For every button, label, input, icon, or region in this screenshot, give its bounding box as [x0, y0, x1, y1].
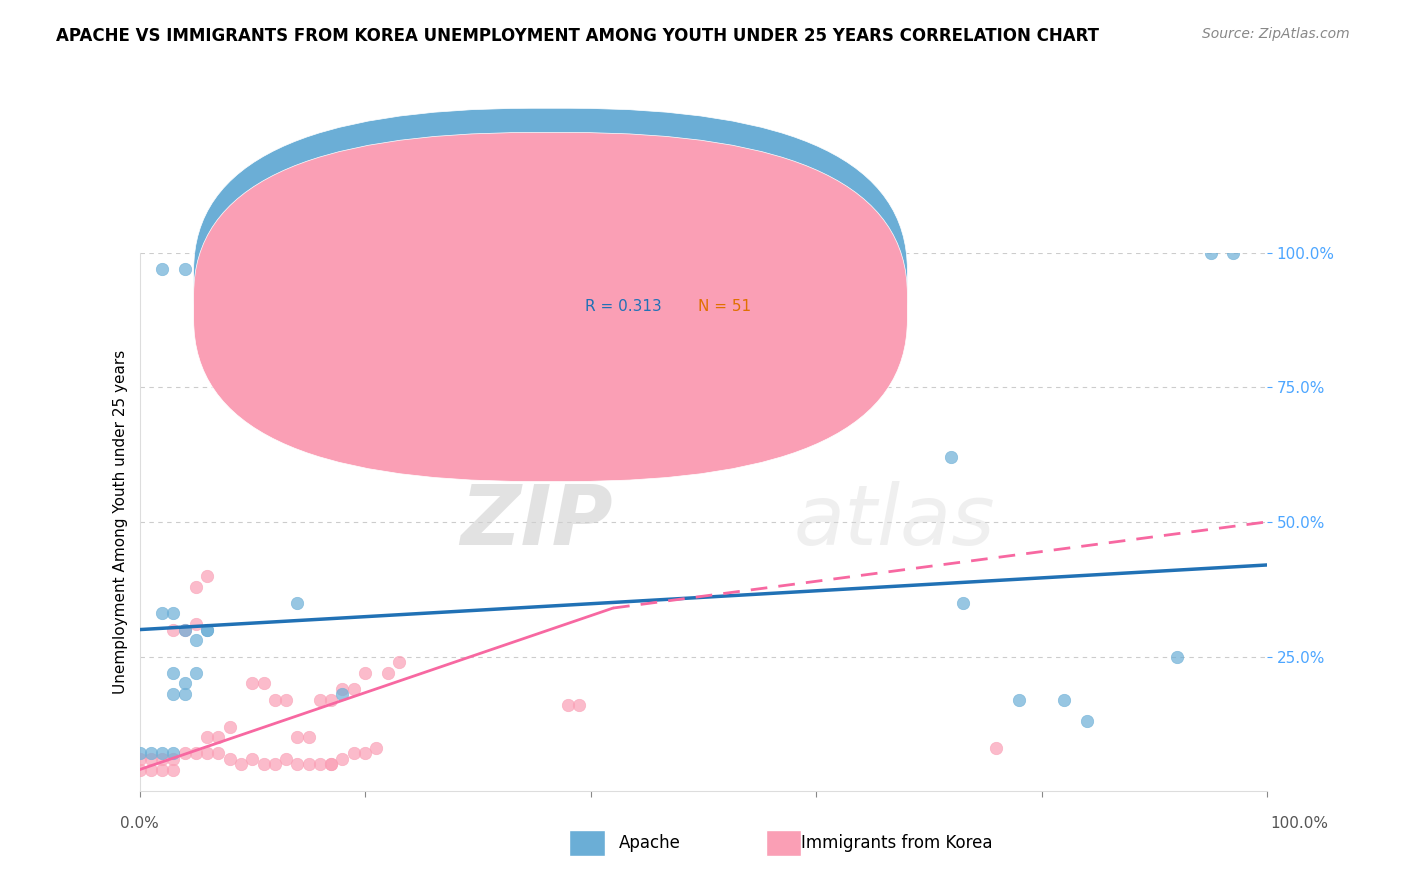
Point [240, 752, 263, 766]
Text: R = 0.313: R = 0.313 [585, 300, 662, 315]
Point [343, 747, 366, 761]
Point [218, 752, 240, 766]
Point [150, 607, 173, 621]
Point [195, 568, 218, 582]
Point [388, 655, 411, 669]
Text: Source: ZipAtlas.com: Source: ZipAtlas.com [1202, 27, 1350, 41]
Point [287, 596, 309, 610]
Point [184, 747, 207, 761]
Point [195, 731, 218, 745]
Point [287, 731, 309, 745]
Point [252, 676, 274, 690]
Point [263, 692, 285, 706]
Point [162, 687, 184, 701]
Point [274, 692, 297, 706]
Point [240, 676, 263, 690]
Point [139, 752, 162, 766]
Point [162, 763, 184, 777]
Point [1053, 692, 1076, 706]
Text: 0.0%: 0.0% [120, 816, 159, 831]
Text: Immigrants from Korea: Immigrants from Korea [801, 834, 993, 852]
Point [332, 681, 354, 696]
Point [568, 698, 591, 712]
Point [150, 752, 173, 766]
Point [298, 731, 321, 745]
Point [332, 687, 354, 701]
Point [332, 752, 354, 766]
Point [1008, 692, 1031, 706]
Point [1076, 714, 1098, 728]
Point [986, 741, 1008, 756]
Point [274, 752, 297, 766]
Point [309, 757, 332, 772]
Point [173, 747, 195, 761]
Point [309, 692, 332, 706]
Y-axis label: Unemployment Among Youth under 25 years: Unemployment Among Youth under 25 years [114, 350, 128, 694]
Point [128, 752, 150, 766]
Point [366, 741, 388, 756]
Point [354, 665, 377, 680]
Point [207, 731, 229, 745]
Point [195, 623, 218, 637]
Point [184, 617, 207, 632]
Point [162, 623, 184, 637]
Point [207, 747, 229, 761]
Point [218, 720, 240, 734]
Point [162, 752, 184, 766]
Text: ZIP: ZIP [460, 482, 613, 562]
Point [941, 450, 963, 465]
Point [173, 687, 195, 701]
Point [173, 623, 195, 637]
Point [128, 747, 150, 761]
Point [321, 757, 343, 772]
Point [252, 757, 274, 772]
Point [298, 757, 321, 772]
Text: 100.0%: 100.0% [1271, 816, 1329, 831]
Point [184, 580, 207, 594]
Point [263, 757, 285, 772]
Point [162, 747, 184, 761]
Text: atlas: atlas [793, 482, 995, 562]
Point [195, 623, 218, 637]
Point [377, 665, 399, 680]
Point [173, 676, 195, 690]
Point [1199, 245, 1222, 260]
Point [343, 681, 366, 696]
Point [557, 698, 579, 712]
Text: N = 51: N = 51 [697, 300, 751, 315]
Point [162, 607, 184, 621]
FancyBboxPatch shape [194, 108, 907, 458]
Text: N = 31: N = 31 [697, 275, 751, 290]
Point [173, 261, 195, 276]
Point [128, 763, 150, 777]
Text: Apache: Apache [619, 834, 681, 852]
FancyBboxPatch shape [523, 266, 793, 326]
Text: APACHE VS IMMIGRANTS FROM KOREA UNEMPLOYMENT AMONG YOUTH UNDER 25 YEARS CORRELAT: APACHE VS IMMIGRANTS FROM KOREA UNEMPLOY… [56, 27, 1099, 45]
Point [229, 757, 252, 772]
Point [184, 633, 207, 648]
Point [173, 623, 195, 637]
Point [321, 757, 343, 772]
Point [150, 747, 173, 761]
Point [287, 757, 309, 772]
FancyBboxPatch shape [194, 133, 907, 482]
Point [162, 665, 184, 680]
Text: R = 0.123: R = 0.123 [585, 275, 661, 290]
Point [150, 261, 173, 276]
Point [1222, 245, 1244, 260]
Point [184, 665, 207, 680]
Point [952, 596, 974, 610]
Point [354, 747, 377, 761]
Point [321, 692, 343, 706]
Point [150, 763, 173, 777]
Point [139, 747, 162, 761]
Point [139, 763, 162, 777]
Point [195, 747, 218, 761]
Point [1166, 649, 1188, 664]
